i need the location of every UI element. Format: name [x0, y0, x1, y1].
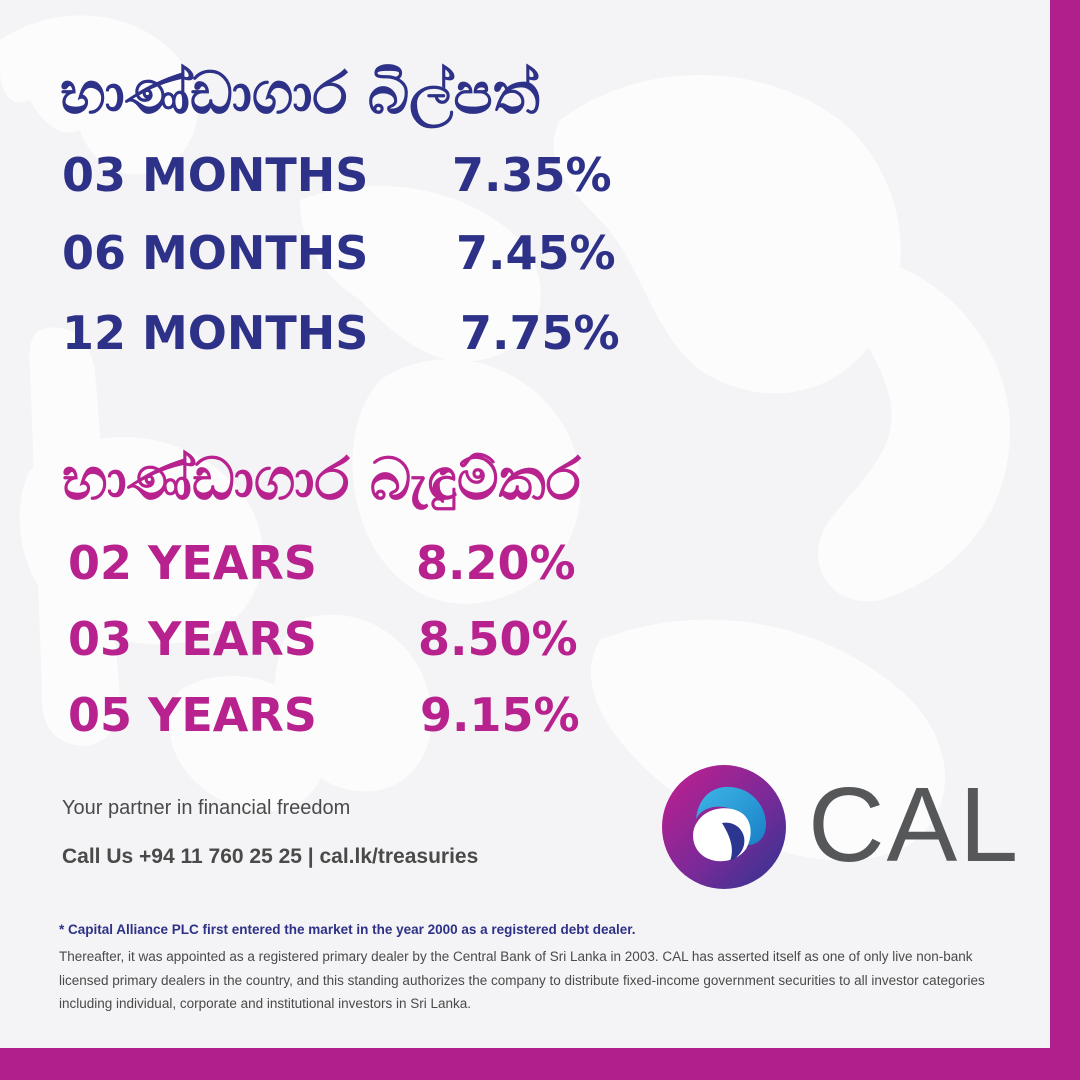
bottom-border [0, 1048, 1080, 1080]
cal-logo-text: CAL [808, 766, 1021, 884]
footnote-lead: * Capital Alliance PLC first entered the… [59, 922, 636, 937]
treasury-bonds-heading: භාණ්ඩාගාර බැඳුම්කර [62, 445, 581, 513]
bill-tenor: 06 MONTHS [62, 226, 369, 280]
bond-rate: 8.50% [418, 612, 578, 666]
bill-rate: 7.45% [456, 226, 616, 280]
bill-rate: 7.35% [452, 148, 612, 202]
contact-line[interactable]: Call Us +94 11 760 25 25 | cal.lk/treasu… [62, 845, 479, 868]
bond-rate: 8.20% [416, 536, 576, 590]
bill-rate: 7.75% [460, 306, 620, 360]
tagline: Your partner in financial freedom [62, 797, 351, 819]
bond-tenor: 02 YEARS [68, 536, 317, 590]
cal-logo-icon [662, 765, 786, 889]
bond-tenor: 05 YEARS [68, 688, 317, 742]
bill-tenor: 12 MONTHS [62, 306, 369, 360]
right-border [1050, 0, 1080, 1080]
footnote-body: Thereafter, it was appointed as a regist… [59, 949, 985, 1011]
treasury-bills-heading: භාණ්ඩාගාර බිල්පත් [60, 59, 540, 127]
bond-tenor: 03 YEARS [68, 612, 317, 666]
bond-rate: 9.15% [420, 688, 580, 742]
bill-tenor: 03 MONTHS [62, 148, 369, 202]
